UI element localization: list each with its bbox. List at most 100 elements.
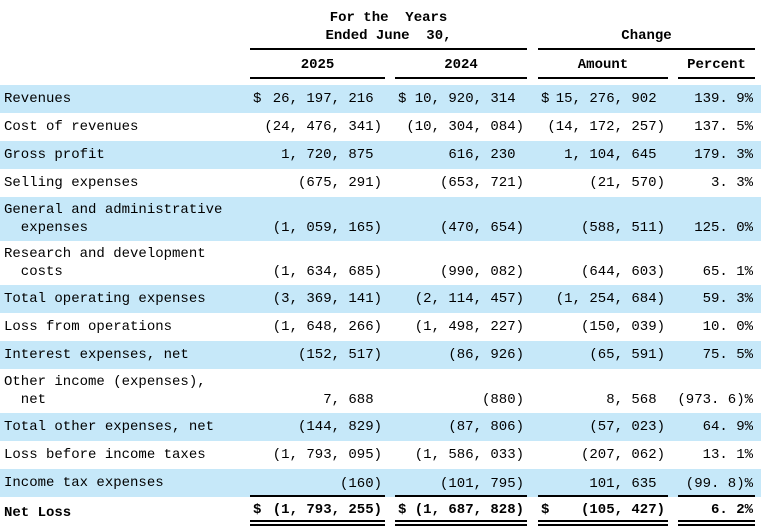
table-row-research-development-costs: Research and development costs (1, 634, … bbox=[0, 241, 761, 285]
row-label: Loss before income taxes bbox=[4, 447, 206, 463]
cell-change-percent: 10. 0% bbox=[702, 319, 754, 335]
row-label: Other income (expenses), net bbox=[4, 374, 206, 408]
header-group-row: For the Years Ended June 30, Change bbox=[0, 0, 761, 50]
cell-change-amount: (65, 591) bbox=[589, 347, 665, 363]
cell-2025: (3, 369, 141) bbox=[272, 291, 382, 307]
cell-2024: (470, 654) bbox=[439, 220, 524, 236]
cell-change-percent: 137. 5% bbox=[694, 119, 754, 135]
cell-change-amount: (207, 062) bbox=[580, 447, 665, 463]
cell-2024: (1, 586, 033) bbox=[414, 447, 524, 463]
col-header-2024-cell: 2024 bbox=[395, 50, 538, 79]
table-row-total-other-expenses-net: Total other expenses, net (144, 829) (87… bbox=[0, 413, 761, 441]
cell-change-amount: 8, 568 bbox=[606, 392, 665, 408]
dollar-sign: $ bbox=[253, 501, 262, 518]
cell-change-amount: (1, 254, 684) bbox=[555, 291, 665, 307]
cell-change-amount: (14, 172, 257) bbox=[547, 119, 665, 135]
cell-2025: $ (1, 793, 255) bbox=[250, 497, 395, 529]
cell-change-amount: (21, 570) bbox=[589, 175, 665, 191]
col-header-amount: Amount bbox=[538, 50, 668, 79]
dollar-sign: $ bbox=[541, 501, 550, 518]
dollar-sign: $ bbox=[541, 91, 550, 107]
cell-2024: (880) bbox=[481, 392, 524, 408]
dollar-sign: $ bbox=[398, 501, 407, 518]
table-row-loss-before-income-taxes: Loss before income taxes (1, 793, 095) (… bbox=[0, 441, 761, 469]
cell-change-percent: 75. 5% bbox=[702, 347, 754, 363]
row-label: Total other expenses, net bbox=[4, 419, 215, 435]
table-row-loss-from-operations: Loss from operations (1, 648, 266) (1, 4… bbox=[0, 313, 761, 341]
table-row-gross-profit: Gross profit 1, 720, 875 616, 230 1, 104… bbox=[0, 141, 761, 169]
table-row-revenues: Revenues $26, 197, 216 $10, 920, 314 $15… bbox=[0, 85, 761, 113]
cell-2025: (1, 793, 095) bbox=[272, 447, 382, 463]
cell-change-percent: 3. 3% bbox=[711, 175, 754, 191]
table-row-other-income-expenses-net: Other income (expenses), net 7, 688 (880… bbox=[0, 369, 761, 413]
cell-2025: 7, 688 bbox=[323, 392, 382, 408]
column-header-row: 2025 2024 Amount Percent bbox=[0, 50, 761, 79]
cell-2025: (675, 291) bbox=[297, 175, 382, 191]
cell-2024: $ (1, 687, 828) bbox=[395, 497, 538, 529]
row-label: Revenues bbox=[4, 91, 72, 107]
cell-change-percent: (973. 6)% bbox=[677, 392, 754, 408]
table-row-interest-expenses-net: Interest expenses, net (152, 517) (86, 9… bbox=[0, 341, 761, 369]
row-label: Selling expenses bbox=[4, 175, 139, 191]
row-label: Total operating expenses bbox=[4, 291, 206, 307]
cell-change-percent: 65. 1% bbox=[702, 264, 754, 280]
table-row-net-loss: Net Loss $ (1, 793, 255) $ (1, 687, 828) $… bbox=[0, 497, 761, 529]
cell-2025: (1, 634, 685) bbox=[272, 264, 382, 280]
cell-2024: 616, 230 bbox=[448, 147, 524, 163]
cell-change-percent: 59. 3% bbox=[702, 291, 754, 307]
cell-2024: (87, 806) bbox=[448, 419, 524, 435]
cell-2025: 1, 720, 875 bbox=[281, 147, 382, 163]
row-label: Loss from operations bbox=[4, 319, 173, 335]
cell-2024: (86, 926) bbox=[448, 347, 524, 363]
row-label: Cost of revenues bbox=[4, 119, 139, 135]
change-group-label: Change bbox=[621, 28, 672, 44]
cell-change-amount: $15, 276, 902 bbox=[541, 91, 665, 107]
cell-change-percent: 6. 2% bbox=[678, 497, 761, 529]
cell-change-amount: (644, 603) bbox=[580, 264, 665, 280]
table-row-selling-expenses: Selling expenses (675, 291) (653, 721) (… bbox=[0, 169, 761, 197]
cell-2024: (990, 082) bbox=[439, 264, 524, 280]
years-group-line1: For the Years bbox=[329, 10, 448, 26]
row-label: Net Loss bbox=[4, 505, 72, 521]
col-header-2025-cell: 2025 bbox=[250, 50, 395, 79]
cell-change-percent: 125. 0% bbox=[694, 220, 754, 236]
cell-change-percent: 179. 3% bbox=[694, 147, 754, 163]
cell-2025: (1, 059, 165) bbox=[272, 220, 382, 236]
col-header-2025: 2025 bbox=[250, 50, 385, 79]
row-label: Research and development costs bbox=[4, 246, 206, 280]
cell-2025: $26, 197, 216 bbox=[253, 91, 382, 107]
col-header-percent-cell: Percent bbox=[678, 50, 761, 79]
col-header-2024: 2024 bbox=[395, 50, 527, 79]
cell-change-percent: 139. 9% bbox=[694, 91, 754, 107]
table-row-general-administrative-expenses: General and administrative expenses (1, … bbox=[0, 197, 761, 241]
row-label: Income tax expenses bbox=[4, 475, 164, 491]
cell-2025: (24, 476, 341) bbox=[264, 119, 382, 135]
header-empty-cell bbox=[0, 0, 250, 50]
change-group-heading: Change bbox=[538, 0, 756, 50]
cell-2025: (1, 648, 266) bbox=[272, 319, 382, 335]
dollar-sign: $ bbox=[398, 91, 407, 107]
cell-2024: (1, 498, 227) bbox=[414, 319, 524, 335]
cell-change-percent: 13. 1% bbox=[702, 447, 754, 463]
table-row-cost-of-revenues: Cost of revenues (24, 476, 341) (10, 304… bbox=[0, 113, 761, 141]
cell-change-amount: (588, 511) bbox=[580, 220, 665, 236]
header-empty-cell bbox=[0, 50, 250, 79]
cell-change-percent: 64. 9% bbox=[702, 419, 754, 435]
table-row-total-operating-expenses: Total operating expenses (3, 369, 141) (… bbox=[0, 285, 761, 313]
cell-2024: (653, 721) bbox=[439, 175, 524, 191]
cell-change-amount: 1, 104, 645 bbox=[564, 147, 665, 163]
cell-2025: (144, 829) bbox=[297, 419, 382, 435]
years-group-heading: For the Years Ended June 30, bbox=[250, 0, 527, 50]
col-header-percent: Percent bbox=[678, 50, 756, 79]
cell-change-amount: 101, 635 bbox=[538, 469, 678, 497]
cell-2024: (10, 304, 084) bbox=[406, 119, 524, 135]
cell-2025: (160) bbox=[250, 469, 395, 497]
cell-2024: (2, 114, 457) bbox=[414, 291, 524, 307]
cell-change-percent: (99. 8)% bbox=[678, 469, 761, 497]
dollar-sign: $ bbox=[253, 91, 262, 107]
cell-2025: (152, 517) bbox=[297, 347, 382, 363]
cell-2024: $10, 920, 314 bbox=[398, 91, 524, 107]
cell-change-amount: (57, 023) bbox=[589, 419, 665, 435]
col-header-amount-cell: Amount bbox=[538, 50, 678, 79]
